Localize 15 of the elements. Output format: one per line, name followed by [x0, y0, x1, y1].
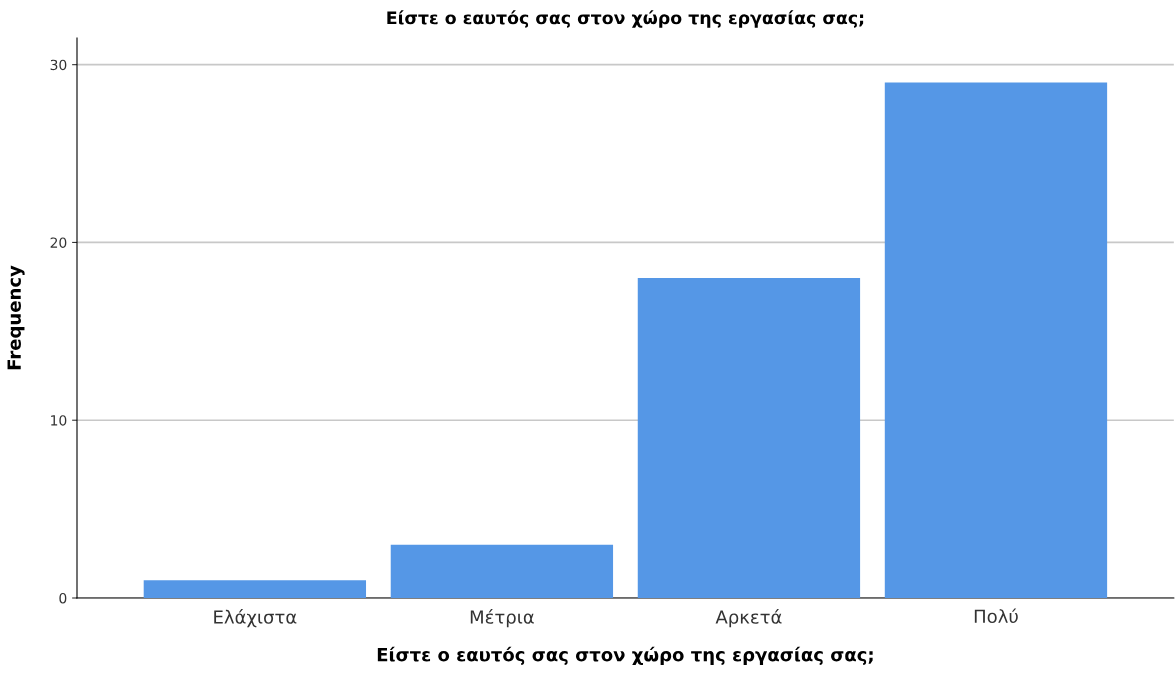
bar	[884, 82, 1108, 598]
x-tick-label: Πολύ	[974, 608, 1018, 624]
bar	[637, 278, 861, 598]
y-tick-label: 30	[50, 59, 67, 71]
x-tick-label: Μέτρια	[470, 609, 534, 628]
chart-title: Είστε ο εαυτός σας στον χώρο της εργασίας σας;	[387, 10, 864, 28]
y-tick-label: 0	[59, 592, 67, 604]
x-tick-label: Ελάχιστα	[214, 609, 297, 628]
bar	[390, 544, 614, 598]
y-tick-label: 10	[51, 415, 67, 426]
x-axis-title: Είστε ο εαυτός σας στον χώρο της εργασίας σας;	[377, 646, 873, 665]
x-tick-label: Αρκετά	[715, 609, 782, 628]
bar	[143, 580, 367, 598]
y-tick-label: 20	[50, 237, 67, 248]
y-axis-title: Frequency	[7, 265, 25, 370]
